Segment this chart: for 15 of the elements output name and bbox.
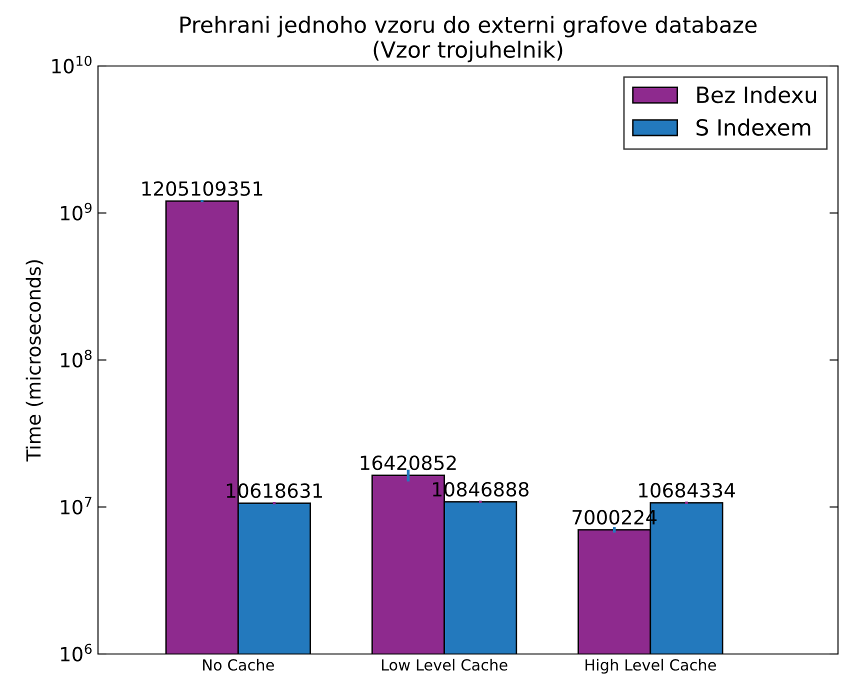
data-label: 10684334 — [639, 482, 735, 498]
y-tick-label: 10$^{6}$ — [61, 644, 92, 662]
y-tick-label: 10$^{9}$ — [61, 202, 92, 221]
y-tick-label: 10$^{8}$ — [61, 350, 92, 368]
data-label: 1205109351 — [142, 181, 262, 196]
legend-label: S Indexem — [696, 118, 810, 136]
y-tick-label: 10$^{10}$ — [52, 56, 92, 74]
chart-title: Prehrani jednoho vzoru do externi grafove databaze (Vzor trojuhelnik) — [180, 16, 757, 62]
x-tick-label: No Cache — [203, 658, 274, 671]
y-axis-title: Time (microseconds) — [26, 260, 44, 462]
x-tick-label: High Level Cache — [586, 658, 716, 674]
x-tick-label: Low Level Cache — [382, 658, 508, 671]
data-label: 16420852 — [360, 455, 456, 470]
legend-label: Bez Indexu — [697, 86, 816, 104]
y-tick-label: 10$^{7}$ — [61, 496, 92, 515]
